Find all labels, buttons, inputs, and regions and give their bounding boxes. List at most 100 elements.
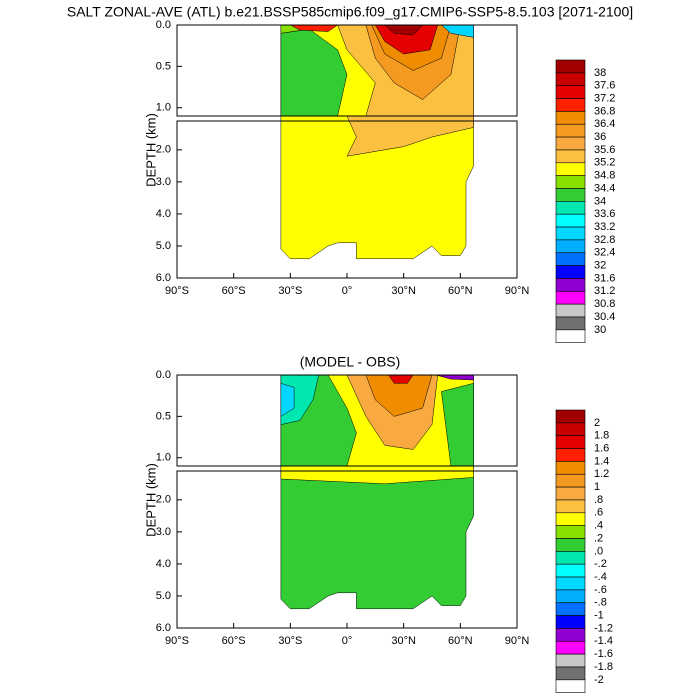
colorbar-box	[555, 290, 586, 305]
colorbar-box	[555, 666, 586, 681]
colorbar-box	[555, 615, 586, 629]
colorbar-box	[555, 525, 586, 539]
colorbar-box	[555, 512, 586, 526]
colorbar-label: 33.2	[594, 221, 615, 233]
y-tick-label: 0.0	[156, 369, 171, 381]
y-tick-label: 4.0	[156, 558, 171, 570]
x-tick-label: 60°N	[448, 285, 473, 297]
x-tick-label: 30°N	[391, 285, 416, 297]
colorbar-label: -1	[594, 610, 604, 622]
y-tick-label: 0.5	[156, 60, 171, 72]
contour-region	[280, 115, 474, 260]
colorbar-label: 34.8	[594, 170, 615, 182]
colorbar-box	[555, 499, 586, 514]
y-axis-label: DEPTH (km)	[143, 463, 158, 537]
colorbar-box	[555, 653, 586, 668]
colorbar-label: 36	[594, 131, 606, 143]
chart-title: SALT ZONAL-AVE (ATL) b.e21.BSSP585cmip6.…	[67, 4, 633, 20]
colorbar-box	[555, 252, 586, 266]
contour-region	[346, 115, 474, 157]
colorbar-label: -.2	[594, 558, 607, 570]
colorbar-box	[555, 329, 586, 344]
colorbar-box	[555, 538, 586, 552]
y-tick-label: 2.0	[156, 494, 171, 506]
colorbar-label: .6	[594, 507, 603, 519]
colorbar-box	[555, 448, 586, 462]
y-tick-label: 1.0	[156, 102, 171, 114]
colorbar-box	[555, 602, 586, 616]
colorbar-label: 34	[594, 195, 606, 207]
chart-title: (MODEL - OBS)	[300, 354, 401, 370]
colorbar-label: -1.6	[594, 648, 613, 660]
y-tick-label: 4.0	[156, 208, 171, 220]
x-tick-label: 30°N	[391, 635, 416, 647]
colorbar-label: -.4	[594, 571, 607, 583]
colorbar-box	[555, 85, 586, 99]
colorbar-label: 35.2	[594, 157, 615, 169]
y-tick-label: 1.0	[156, 452, 171, 464]
colorbar-box	[555, 265, 586, 279]
colorbar-box	[555, 123, 586, 138]
colorbar-box	[555, 239, 586, 254]
colorbar-box	[555, 111, 586, 125]
colorbar-box	[555, 162, 586, 176]
colorbar-box	[555, 409, 586, 424]
plot-frame	[176, 374, 518, 467]
colorbar-label: 1.4	[594, 455, 609, 467]
colorbar-label: 1.6	[594, 442, 609, 454]
colorbar-box	[555, 72, 586, 86]
y-tick-label: 6.0	[156, 622, 171, 634]
colorbar-box	[555, 640, 586, 655]
colorbar-label: 30	[594, 324, 606, 336]
colorbar-label: 36.8	[594, 105, 615, 117]
colorbar-label: -1.8	[594, 661, 613, 673]
x-tick-label: 0°	[342, 285, 353, 297]
colorbar-box	[555, 473, 586, 488]
colorbar-box	[555, 149, 586, 164]
y-axis-label: DEPTH (km)	[143, 113, 158, 187]
colorbar-label: 31.6	[594, 272, 615, 284]
x-tick-label: 90°N	[505, 635, 530, 647]
colorbar-label: -.6	[594, 584, 607, 596]
colorbar-label: 32.8	[594, 234, 615, 246]
colorbar-label: 32.4	[594, 247, 615, 259]
colorbar-box	[555, 213, 586, 228]
colorbar-label: 36.4	[594, 118, 615, 130]
colorbar-box	[555, 589, 586, 604]
colorbar-label: 32	[594, 260, 606, 272]
y-tick-label: 5.0	[156, 240, 171, 252]
colorbar-label: .0	[594, 545, 603, 557]
colorbar-label: -2	[594, 674, 604, 686]
colorbar-box	[555, 226, 586, 241]
x-tick-label: 60°S	[222, 285, 246, 297]
x-tick-label: 90°S	[165, 635, 189, 647]
colorbar-box	[555, 679, 586, 693]
colorbar-box	[555, 59, 586, 74]
colorbar-label: 37.2	[594, 92, 615, 104]
colorbar-box	[555, 563, 586, 578]
y-tick-label: 0.5	[156, 410, 171, 422]
colorbar-box	[555, 188, 586, 202]
colorbar-box	[555, 461, 586, 475]
plot-frame	[176, 24, 518, 117]
colorbar-label: 30.8	[594, 298, 615, 310]
colorbar-box	[555, 303, 586, 318]
y-tick-label: 2.0	[156, 144, 171, 156]
colorbar-label: -1.2	[594, 622, 613, 634]
x-tick-label: 0°	[342, 635, 353, 647]
colorbar-label: .4	[594, 520, 603, 532]
y-tick-label: 3.0	[156, 176, 171, 188]
colorbar-label: 33.6	[594, 208, 615, 220]
x-tick-label: 30°S	[278, 285, 302, 297]
colorbar-label: 2	[594, 417, 600, 429]
colorbar-label: .8	[594, 494, 603, 506]
x-tick-label: 30°S	[278, 635, 302, 647]
colorbar-box	[555, 435, 586, 449]
colorbar-box	[555, 486, 586, 501]
x-tick-label: 60°N	[448, 635, 473, 647]
colorbar-box	[555, 98, 586, 112]
colorbar-box	[555, 175, 586, 189]
colorbar-box	[555, 136, 586, 151]
colorbar-label: -.8	[594, 597, 607, 609]
